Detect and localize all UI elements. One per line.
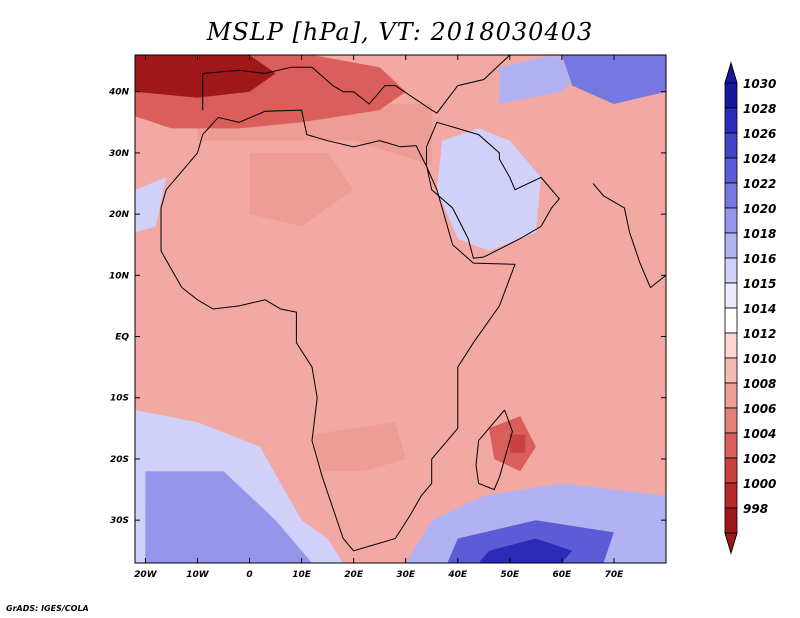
colorbar-swatch — [724, 332, 738, 359]
colorbar-label: 1022 — [743, 177, 776, 191]
lon-tick-label: 20E — [344, 570, 364, 580]
colorbar-label: 1028 — [743, 102, 776, 116]
colorbar-swatch — [724, 432, 738, 459]
region-south-indian-deep — [478, 538, 573, 563]
colorbar-swatch — [724, 157, 738, 184]
colorbar-label: 998 — [743, 502, 768, 516]
colorbar-label: 1012 — [743, 327, 776, 341]
region-south-atlantic-core — [145, 471, 312, 563]
lat-tick-label: 30S — [110, 516, 129, 526]
lon-tick-label: 70E — [605, 570, 625, 580]
lat-tick-label: EQ — [115, 333, 129, 343]
lat-tick-label: 30N — [109, 149, 130, 159]
colorbar-top-arrow — [724, 61, 738, 84]
grads-credit: GrADS: IGES/COLA — [6, 604, 89, 613]
colorbar-swatch — [724, 357, 738, 384]
lat-tick-label: 10N — [109, 271, 130, 281]
colorbar-swatch — [724, 507, 738, 534]
colorbar-label: 1002 — [743, 452, 776, 466]
colorbar-label: 1015 — [743, 277, 776, 291]
colorbar-swatch — [724, 307, 738, 334]
madagascar-coast — [475, 409, 513, 491]
arabia-coast — [426, 121, 560, 259]
colorbar-swatch — [724, 457, 738, 484]
lat-tick-label: 20N — [109, 210, 130, 220]
lat-tick-label: 20S — [110, 455, 129, 465]
lon-tick-label: 30E — [396, 570, 416, 580]
colorbar-swatch — [724, 407, 738, 434]
region-arabia-high-edge — [436, 128, 542, 251]
africa-coast — [160, 109, 516, 552]
lon-tick-label: 10W — [186, 570, 210, 580]
colorbar-label: 1010 — [743, 352, 776, 366]
colorbar-label: 1004 — [743, 427, 776, 441]
map-title: MSLP [hPa], VT: 2018030403 — [206, 18, 594, 46]
lat-tick-label: 10S — [110, 394, 129, 404]
colorbar-label: 1000 — [743, 477, 776, 491]
colorbar-label: 1026 — [743, 127, 776, 141]
lon-tick-label: 50E — [500, 570, 520, 580]
colorbar-swatch — [724, 132, 738, 159]
map-frame — [134, 54, 667, 564]
colorbar-bottom-arrow — [724, 532, 738, 555]
colorbar-label: 1016 — [743, 252, 776, 266]
region-iran-high — [561, 55, 666, 104]
colorbar-swatch — [724, 282, 738, 309]
coastlines — [160, 55, 666, 552]
lat-tick-label: 40N — [108, 88, 130, 98]
colorbar-swatch — [724, 182, 738, 209]
lon-tick-label: 60E — [553, 570, 573, 580]
colorbar-swatch — [724, 382, 738, 409]
colorbar: 1030 1028 1026 1024 1022 1020 1018 1016 1015 1014… — [724, 61, 776, 555]
region-sahara-low — [249, 152, 354, 227]
colorbar-label: 1014 — [743, 302, 776, 316]
latitude-axis: 40N 30N 20N 10N EQ 10S 20S 30S — [108, 88, 666, 526]
colorbar-swatch — [724, 232, 738, 259]
region-iberia-core-low — [135, 55, 276, 98]
lon-tick-label: 40E — [447, 570, 468, 580]
lon-tick-label: 0 — [246, 570, 252, 580]
pressure-regions — [135, 55, 666, 563]
region-madagascar-core — [509, 434, 526, 453]
colorbar-swatch — [724, 107, 738, 134]
map-panel: 40N 30N 20N 10N EQ 10S 20S 30S 20W 10W 0 10E 20E 30E… — [108, 54, 667, 580]
colorbar-swatch — [724, 207, 738, 234]
region-south-africa-low — [312, 422, 406, 472]
lon-tick-label: 10E — [292, 570, 312, 580]
india-coast — [592, 183, 666, 289]
region-turkey-high — [499, 55, 583, 104]
lon-tick-label: 20W — [134, 570, 158, 580]
colorbar-label: 1018 — [743, 227, 776, 241]
longitude-axis: 20W 10W 0 10E 20E 30E 40E 50E 60E 70E — [134, 55, 624, 580]
colorbar-swatch — [724, 257, 738, 284]
europe-coast — [202, 55, 511, 114]
colorbar-swatch — [724, 82, 738, 109]
colorbar-swatch — [724, 482, 738, 509]
colorbar-label: 1024 — [743, 152, 776, 166]
colorbar-label: 1020 — [743, 202, 776, 216]
colorbar-label: 1006 — [743, 402, 776, 416]
region-westafrica-high — [135, 177, 167, 233]
colorbar-label: 1030 — [743, 77, 776, 91]
colorbar-label: 1008 — [743, 377, 776, 391]
